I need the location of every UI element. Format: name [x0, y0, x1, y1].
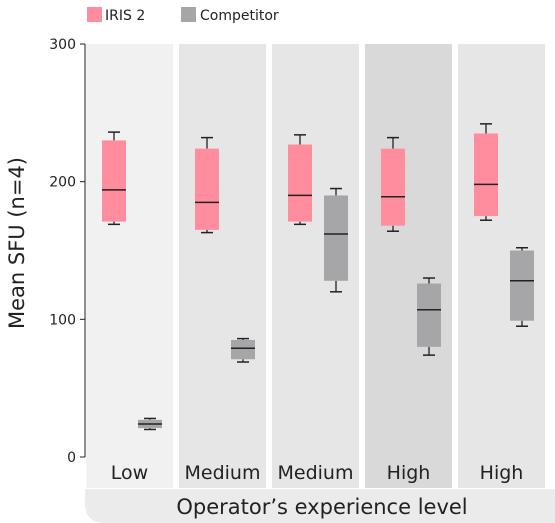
box-iris2	[474, 123, 498, 221]
y-tick-label: 100	[49, 312, 76, 328]
box-iris2	[195, 136, 219, 234]
x-axis-label: Operator’s experience level	[176, 495, 467, 519]
box-series	[102, 123, 534, 431]
category-labels: Low Medium Medium High High	[111, 462, 524, 484]
y-tick-label: 300	[49, 37, 76, 53]
box-competitor	[231, 337, 255, 363]
category-label: Low	[111, 462, 148, 484]
box-iqr	[288, 144, 312, 222]
legend-label-competitor: Competitor	[200, 8, 279, 24]
y-tick-label: 0	[67, 450, 76, 466]
box-iris2	[288, 134, 312, 226]
y-axis-label: Mean SFU (n=4)	[5, 157, 29, 329]
category-label: High	[480, 462, 524, 484]
legend-label-iris2: IRIS 2	[105, 8, 145, 24]
category-label: Medium	[185, 462, 261, 484]
box-iqr	[417, 283, 441, 347]
box-iris2	[381, 136, 405, 232]
box-iqr	[324, 195, 348, 281]
group-panel	[365, 44, 452, 488]
box-iris2	[102, 131, 126, 226]
box-iqr	[510, 250, 534, 321]
legend-swatch-competitor	[181, 7, 196, 22]
box-competitor	[324, 187, 348, 293]
group-panel	[179, 44, 266, 488]
box-iqr	[474, 133, 498, 217]
y-axis: 0 100 200 300	[49, 37, 86, 466]
box-competitor	[138, 417, 162, 431]
y-tick-label: 200	[49, 175, 76, 191]
box-competitor	[417, 277, 441, 356]
legend-swatch-iris2	[87, 7, 102, 22]
group-panel	[86, 44, 173, 488]
category-label: Medium	[278, 462, 354, 484]
x-axis-label-band	[85, 489, 555, 523]
legend: IRIS 2 Competitor	[87, 7, 279, 24]
box-competitor	[510, 246, 534, 327]
box-iqr	[195, 148, 219, 230]
box-iqr	[381, 148, 405, 226]
box-iqr	[231, 339, 255, 360]
box-iqr	[102, 140, 126, 222]
category-label: High	[387, 462, 431, 484]
